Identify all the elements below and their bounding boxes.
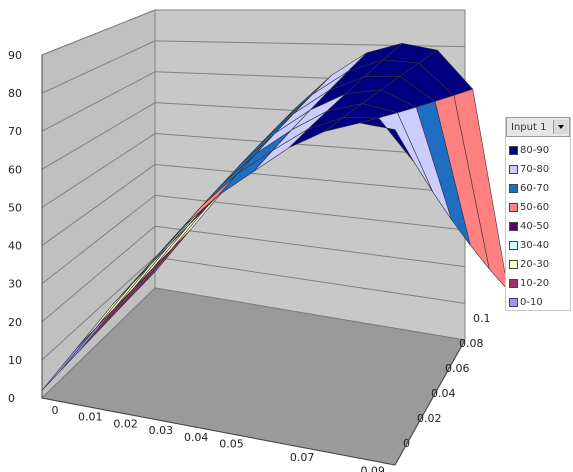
x-axis [41, 397, 396, 466]
z-tick-label-8: 80 [8, 87, 22, 100]
gridline-left-8 [41, 40, 156, 94]
dropdown-arrow-icon[interactable] [553, 120, 568, 134]
legend-label: 40-50 [520, 221, 550, 232]
gridline-left-3 [41, 194, 156, 285]
gridline-left-9 [41, 9, 156, 56]
legend-swatch [509, 279, 518, 288]
legend-label: 70-80 [520, 164, 550, 175]
x-tick-label-2: 0.02 [113, 417, 138, 430]
legend-swatch [509, 203, 518, 212]
legend-label: 10-20 [520, 278, 550, 289]
legend: Input 1 80-90 70-80 60-70 50-60 40-50 30-40 20… [505, 117, 571, 311]
x-tick-label-5: 0.05 [219, 438, 244, 451]
legend-label: 20-30 [520, 259, 550, 270]
legend-swatch [509, 241, 518, 250]
legend-item: 50-60 [506, 198, 570, 217]
y-axis [394, 339, 466, 466]
legend-title: Input 1 [511, 121, 547, 133]
y-tick-label-2: 0.04 [431, 387, 456, 400]
gridline-left-5 [41, 133, 156, 208]
legend-label: 50-60 [520, 202, 550, 213]
z-tick-label-9: 90 [8, 49, 22, 62]
legend-label: 0-10 [520, 297, 543, 308]
gridline-back-4 [154, 163, 466, 194]
x-tick-label-7: 0.07 [290, 451, 315, 464]
legend-item: 70-80 [506, 160, 570, 179]
gridline-left-7 [41, 71, 156, 132]
z-tick-label-4: 40 [8, 240, 22, 253]
legend-label: 30-40 [520, 240, 550, 251]
legend-item: 30-40 [506, 236, 570, 255]
legend-item: 60-70 [506, 179, 570, 198]
legend-swatch [509, 184, 518, 193]
legend-item: 20-30 [506, 255, 570, 274]
gridline-left-6 [41, 102, 156, 170]
legend-swatch [509, 298, 518, 307]
y-tick-label-1: 0.02 [417, 412, 442, 425]
legend-swatch [509, 222, 518, 231]
x-tick-label-4: 0.04 [184, 431, 209, 444]
legend-swatch [509, 165, 518, 174]
y-tick-label-3: 0.06 [445, 362, 470, 375]
gridline-left-0 [41, 287, 156, 399]
legend-swatch [509, 260, 518, 269]
z-tick-label-2: 20 [8, 316, 22, 329]
x-tick-label-9: 0.09 [360, 464, 385, 472]
x-tick-label-3: 0.03 [149, 424, 174, 437]
x-tick-label-1: 0.01 [78, 411, 103, 424]
x-tick-label-0: 0 [52, 404, 59, 417]
z-tick-label-1: 10 [8, 354, 22, 367]
surface-cell-9-0 [359, 117, 415, 162]
legend-label: 60-70 [520, 183, 550, 194]
legend-label: 80-90 [520, 145, 550, 156]
gridline-back-0 [154, 287, 466, 341]
legend-item: 10-20 [506, 274, 570, 293]
y-tick-label-0: 0 [403, 437, 410, 450]
legend-swatch [509, 146, 518, 155]
y-tick-label-5: 0.1 [473, 312, 491, 325]
legend-item: 40-50 [506, 217, 570, 236]
legend-item: 0-10 [506, 293, 570, 312]
gridline-left-2 [41, 225, 156, 323]
legend-items: 80-90 70-80 60-70 50-60 40-50 30-40 20-30 10-20… [506, 137, 570, 312]
gridline-back-1 [154, 256, 466, 304]
legend-header[interactable]: Input 1 [506, 117, 570, 137]
gridline-left-1 [41, 256, 156, 361]
z-tick-label-5: 50 [8, 201, 22, 214]
z-tick-label-6: 60 [8, 163, 22, 176]
z-tick-label-3: 30 [8, 278, 22, 291]
z-tick-label-7: 70 [8, 125, 22, 138]
z-tick-label-0: 0 [8, 392, 15, 405]
legend-item: 80-90 [506, 141, 570, 160]
y-tick-label-4: 0.08 [459, 337, 484, 350]
gridline-back-2 [154, 225, 466, 268]
gridline-left-4 [41, 164, 156, 246]
